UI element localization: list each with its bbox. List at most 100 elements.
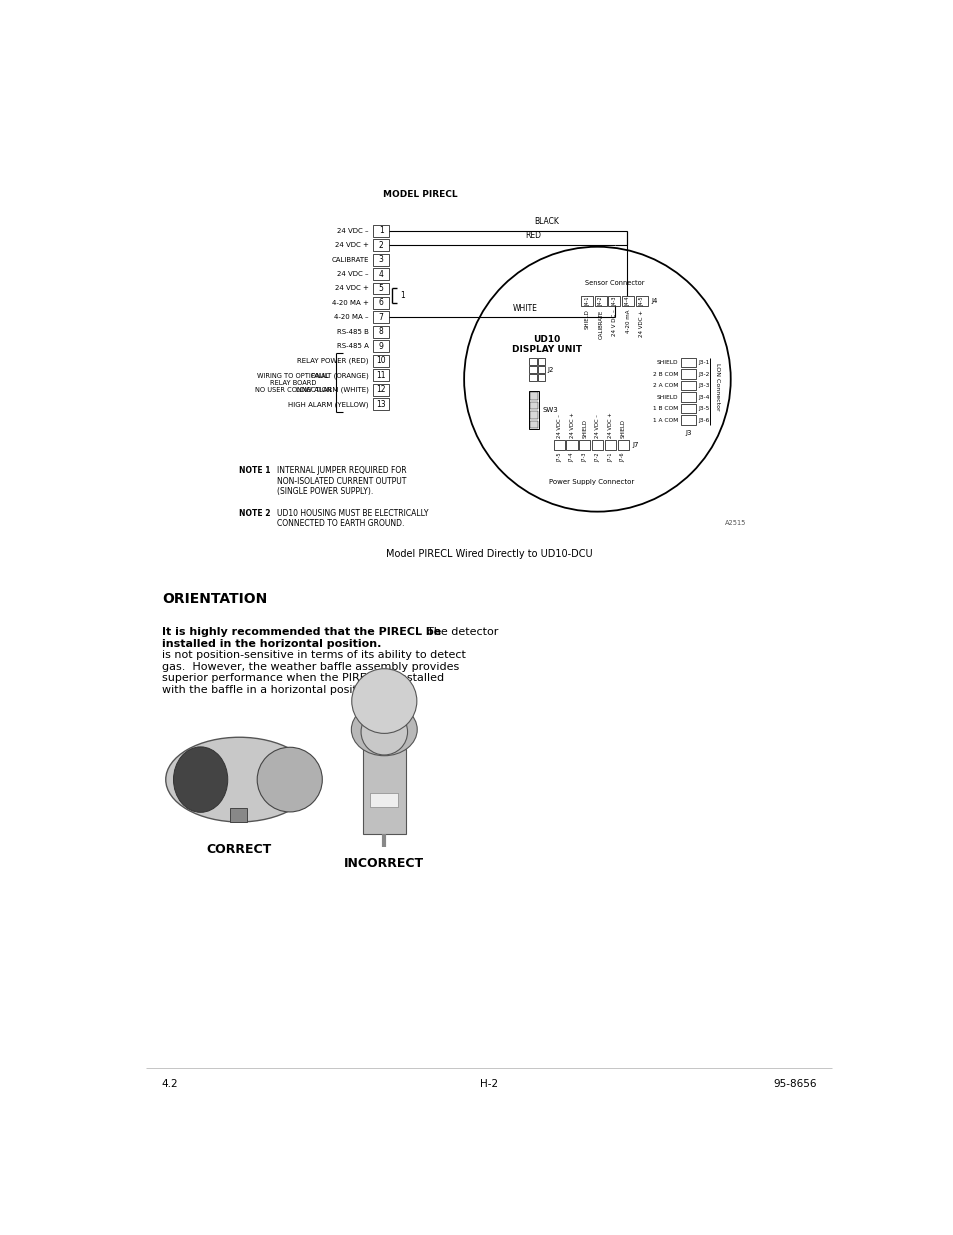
Text: UD10 HOUSING MUST BE ELECTRICALLY
CONNECTED TO EARTH GROUND.: UD10 HOUSING MUST BE ELECTRICALLY CONNEC… [276, 509, 428, 527]
Text: J7-3: J7-3 [581, 452, 587, 462]
Bar [529, 374, 536, 382]
Text: 24 VDC +: 24 VDC + [607, 412, 612, 437]
Bar [566, 440, 578, 450]
Text: J4-4: J4-4 [625, 296, 630, 306]
Bar [373, 311, 389, 324]
Text: J3-6: J3-6 [698, 417, 709, 422]
Text: 24 VDC +: 24 VDC + [569, 412, 574, 437]
Text: SHIELD: SHIELD [584, 310, 589, 330]
Bar [373, 283, 389, 294]
Text: J4-3: J4-3 [611, 296, 617, 306]
Bar [362, 748, 406, 834]
Text: SHIELD: SHIELD [620, 419, 625, 437]
Text: NOTE 2: NOTE 2 [239, 509, 271, 517]
Text: 1: 1 [399, 291, 404, 300]
Text: J7-5: J7-5 [557, 452, 561, 462]
Bar [529, 366, 536, 373]
Text: BLACK: BLACK [534, 217, 558, 226]
Circle shape [352, 668, 416, 734]
Text: 4-20 mA: 4-20 mA [625, 310, 630, 333]
Text: UD10
DISPLAY UNIT: UD10 DISPLAY UNIT [512, 335, 581, 354]
Text: 24 VDC –: 24 VDC – [337, 270, 369, 277]
Text: 3: 3 [378, 256, 383, 264]
Text: 24 VDC –: 24 VDC – [557, 414, 561, 437]
Text: 95-8656: 95-8656 [773, 1078, 816, 1089]
Bar [537, 358, 544, 366]
Text: SHIELD: SHIELD [581, 419, 587, 437]
Text: 4-20 MA +: 4-20 MA + [332, 300, 369, 306]
Ellipse shape [166, 737, 313, 823]
Text: 11: 11 [376, 370, 386, 380]
Bar [680, 380, 695, 390]
Text: J4-1: J4-1 [584, 296, 589, 306]
Text: SW3: SW3 [542, 408, 558, 412]
Bar [580, 296, 593, 306]
Bar [604, 440, 616, 450]
Text: INTERNAL JUMPER REQUIRED FOR
NON-ISOLATED CURRENT OUTPUT
(SINGLE POWER SUPPLY).: INTERNAL JUMPER REQUIRED FOR NON-ISOLATE… [276, 466, 406, 496]
Text: J7-2: J7-2 [595, 452, 599, 462]
Text: HIGH ALARM (YELLOW): HIGH ALARM (YELLOW) [288, 401, 369, 408]
Bar [530, 391, 537, 400]
Text: 10: 10 [376, 357, 386, 366]
Bar [635, 296, 647, 306]
Bar [608, 296, 619, 306]
Text: J7-6: J7-6 [620, 452, 625, 462]
Text: 24 V DC –: 24 V DC – [611, 310, 617, 336]
Text: MODEL PIRECL: MODEL PIRECL [382, 190, 456, 199]
Text: 2 A COM: 2 A COM [652, 383, 678, 388]
Bar [592, 440, 602, 450]
Text: 1: 1 [378, 226, 383, 235]
Text: H-2: H-2 [479, 1078, 497, 1089]
Text: CORRECT: CORRECT [207, 842, 272, 856]
Bar [530, 401, 537, 409]
Bar [680, 358, 695, 367]
Text: 5: 5 [378, 284, 383, 293]
Text: INCORRECT: INCORRECT [344, 857, 424, 869]
Bar [373, 384, 389, 395]
Text: RELAY POWER (RED): RELAY POWER (RED) [297, 358, 369, 364]
Bar [680, 415, 695, 425]
Text: is not position-sensitive in terms of its ability to detect
gas.  However, the w: is not position-sensitive in terms of it… [162, 651, 465, 695]
Text: 4.2: 4.2 [162, 1078, 178, 1089]
Text: RS-485 A: RS-485 A [336, 343, 369, 350]
Text: J4-5: J4-5 [639, 296, 643, 306]
Bar [680, 393, 695, 401]
Bar [680, 369, 695, 379]
Bar [680, 404, 695, 414]
Bar [553, 440, 564, 450]
Text: SHIELD: SHIELD [656, 395, 678, 400]
Text: 24 VDC +: 24 VDC + [639, 310, 643, 336]
Text: 8: 8 [378, 327, 383, 336]
Bar [373, 253, 389, 266]
Bar [529, 358, 536, 366]
Text: 4: 4 [378, 269, 383, 279]
Bar [373, 268, 389, 280]
Circle shape [257, 747, 322, 811]
Text: Model PIRECL Wired Directly to UD10-DCU: Model PIRECL Wired Directly to UD10-DCU [385, 548, 592, 558]
Text: ORIENTATION: ORIENTATION [162, 593, 267, 606]
Text: Power Supply Connector: Power Supply Connector [548, 479, 633, 485]
Text: J7-4: J7-4 [569, 452, 574, 462]
Bar [373, 296, 389, 309]
Bar [373, 369, 389, 382]
Bar [537, 374, 544, 382]
Bar [578, 440, 590, 450]
Ellipse shape [351, 704, 416, 756]
Text: 2 B COM: 2 B COM [652, 372, 678, 377]
Text: J4: J4 [651, 298, 658, 304]
Text: 4-20 MA –: 4-20 MA – [334, 315, 369, 320]
Text: J3-1: J3-1 [698, 359, 709, 366]
Text: CALIBRATE: CALIBRATE [331, 257, 369, 263]
Text: 24 VDC –: 24 VDC – [595, 414, 599, 437]
Text: J7-1: J7-1 [607, 452, 612, 462]
Text: J3-3: J3-3 [698, 383, 709, 388]
Bar [373, 326, 389, 338]
Text: 2: 2 [378, 241, 383, 249]
Circle shape [360, 709, 407, 755]
Text: 1 A COM: 1 A COM [652, 417, 678, 422]
Text: A2515: A2515 [724, 520, 746, 526]
Text: J3: J3 [684, 430, 691, 436]
Text: J7: J7 [632, 442, 639, 448]
Text: J2: J2 [547, 367, 553, 373]
Text: 24 VDC –: 24 VDC – [337, 227, 369, 233]
